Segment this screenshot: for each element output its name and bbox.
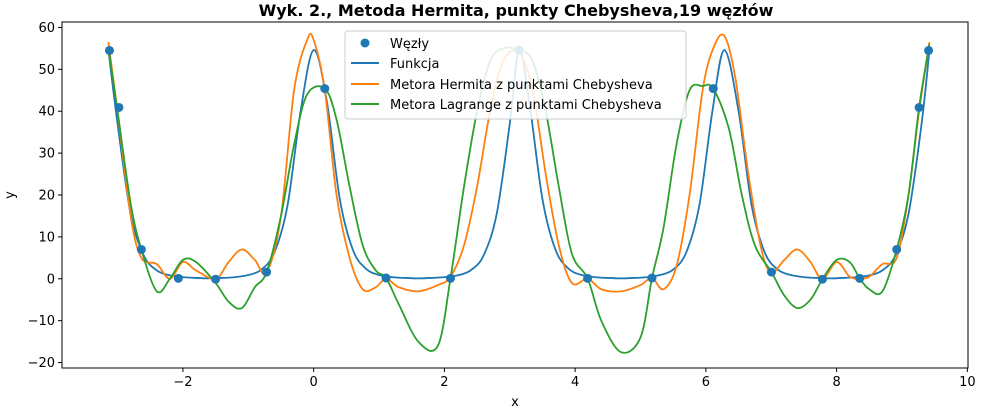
node-point (817, 274, 827, 284)
legend-nodes-marker (360, 38, 370, 48)
x-tick-label: 8 (832, 375, 840, 390)
node-point (381, 273, 391, 283)
legend-funkcja-label: Funkcja (390, 57, 440, 72)
x-tick-label: 4 (571, 375, 579, 390)
node-point (924, 45, 934, 55)
y-axis-label: y (3, 191, 18, 199)
node-point (173, 273, 183, 283)
chart-title: Wyk. 2., Metoda Hermita, punkty Chebyshe… (259, 1, 774, 20)
legend-box (344, 30, 687, 120)
x-tick-label: 6 (702, 375, 710, 390)
y-axis: −20 −10 0 10 20 30 40 50 60 (28, 21, 62, 371)
y-tick-label: 30 (38, 147, 55, 162)
node-point (708, 84, 718, 94)
node-point (320, 84, 330, 94)
node-point (211, 274, 221, 284)
legend-nodes-label: Węzły (390, 37, 429, 52)
y-tick-label: 40 (38, 105, 55, 120)
node-point (583, 273, 593, 283)
x-tick-label: 10 (959, 375, 976, 390)
y-tick-label: −20 (28, 356, 55, 371)
node-point (647, 273, 657, 283)
x-tick-label: 0 (310, 375, 318, 390)
node-point (766, 267, 776, 277)
x-axis-label: x (511, 395, 519, 410)
y-tick-label: 10 (38, 230, 55, 245)
node-point (914, 102, 924, 112)
y-tick-label: 0 (47, 272, 55, 287)
y-tick-label: 60 (38, 21, 55, 36)
node-point (855, 273, 865, 283)
x-axis: −2 0 2 4 6 8 10 (173, 368, 976, 390)
legend: Węzły Funkcja Metora Hermita z punktami … (344, 30, 687, 120)
x-tick-label: 2 (440, 375, 448, 390)
node-point (892, 244, 902, 254)
y-tick-label: −10 (28, 314, 55, 329)
node-point (114, 102, 124, 112)
y-tick-label: 50 (38, 63, 55, 78)
y-tick-label: 20 (38, 189, 55, 204)
node-point (136, 244, 146, 254)
node-point (262, 267, 272, 277)
x-tick-label: −2 (173, 375, 192, 390)
node-point (445, 273, 455, 283)
legend-hermite-label: Metora Hermita z punktami Chebysheva (390, 78, 653, 93)
node-point (104, 45, 114, 55)
legend-lagrange-label: Metora Lagrange z punktami Chebysheva (390, 98, 662, 113)
